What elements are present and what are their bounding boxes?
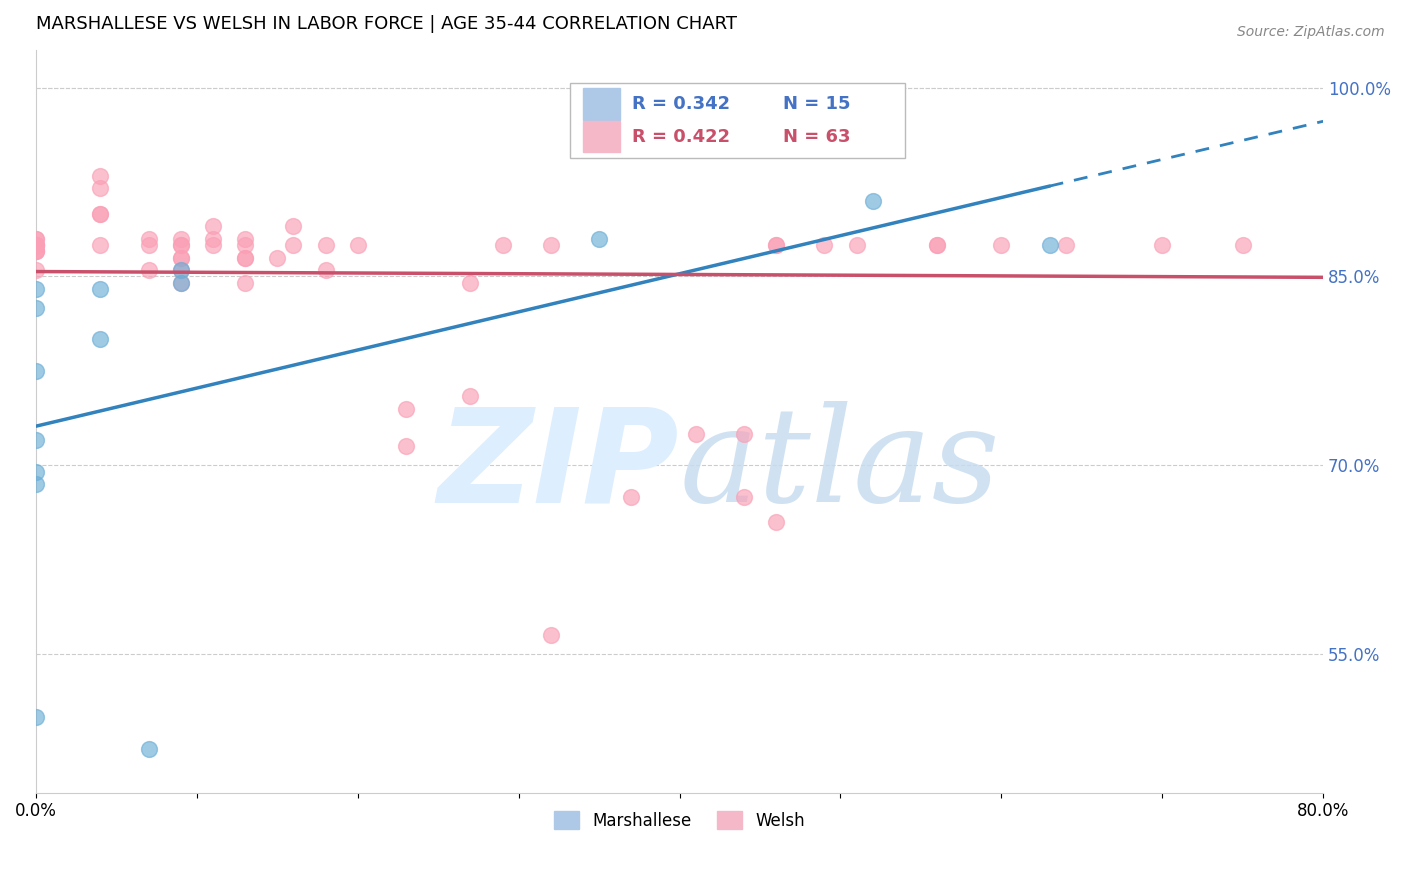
Point — [25, 465, 48, 479]
Point — [395, 439, 418, 453]
FancyBboxPatch shape — [569, 83, 905, 158]
Point — [990, 238, 1012, 252]
Point — [395, 401, 418, 416]
Point — [201, 238, 224, 252]
Point — [233, 232, 256, 246]
Text: N = 15: N = 15 — [783, 95, 851, 113]
Point — [460, 389, 482, 403]
Point — [89, 206, 111, 220]
Text: N = 63: N = 63 — [783, 128, 851, 145]
Point — [170, 276, 193, 290]
Point — [733, 490, 755, 504]
Point — [25, 282, 48, 296]
Point — [346, 238, 368, 252]
Text: R = 0.342: R = 0.342 — [631, 95, 730, 113]
Point — [89, 206, 111, 220]
Point — [233, 251, 256, 265]
Point — [1152, 238, 1174, 252]
Point — [89, 169, 111, 183]
Point — [266, 251, 288, 265]
Point — [25, 238, 48, 252]
Point — [201, 219, 224, 233]
Point — [925, 238, 948, 252]
Point — [25, 433, 48, 447]
Point — [233, 251, 256, 265]
Point — [233, 276, 256, 290]
Point — [491, 238, 513, 252]
Point — [283, 238, 305, 252]
Point — [845, 238, 868, 252]
Point — [588, 232, 610, 246]
Point — [25, 263, 48, 277]
Text: Source: ZipAtlas.com: Source: ZipAtlas.com — [1237, 25, 1385, 39]
Point — [1039, 238, 1062, 252]
Point — [25, 244, 48, 259]
Point — [25, 232, 48, 246]
Point — [925, 238, 948, 252]
Point — [765, 238, 787, 252]
Point — [283, 219, 305, 233]
Point — [1054, 238, 1077, 252]
Point — [620, 490, 643, 504]
Legend: Marshallese, Welsh: Marshallese, Welsh — [547, 805, 811, 837]
Point — [765, 238, 787, 252]
Point — [89, 333, 111, 347]
Point — [765, 515, 787, 529]
Point — [89, 282, 111, 296]
Point — [138, 263, 160, 277]
Point — [733, 426, 755, 441]
Point — [170, 251, 193, 265]
Text: atlas: atlas — [679, 401, 1000, 531]
Point — [138, 741, 160, 756]
Point — [138, 232, 160, 246]
FancyBboxPatch shape — [583, 88, 620, 120]
Point — [25, 238, 48, 252]
Text: ZIP: ZIP — [437, 402, 679, 529]
Point — [170, 276, 193, 290]
Point — [170, 251, 193, 265]
Point — [89, 238, 111, 252]
Point — [25, 232, 48, 246]
Point — [25, 238, 48, 252]
Point — [540, 628, 562, 642]
Point — [25, 364, 48, 378]
Point — [1232, 238, 1254, 252]
Text: MARSHALLESE VS WELSH IN LABOR FORCE | AGE 35-44 CORRELATION CHART: MARSHALLESE VS WELSH IN LABOR FORCE | AG… — [37, 15, 737, 33]
Point — [315, 238, 337, 252]
Point — [25, 710, 48, 724]
Point — [138, 238, 160, 252]
Point — [685, 426, 707, 441]
Point — [170, 263, 193, 277]
FancyBboxPatch shape — [583, 121, 620, 153]
Point — [170, 238, 193, 252]
Point — [540, 238, 562, 252]
Text: R = 0.422: R = 0.422 — [631, 128, 730, 145]
Point — [862, 194, 884, 208]
Point — [89, 181, 111, 195]
Point — [170, 263, 193, 277]
Point — [25, 244, 48, 259]
Point — [233, 238, 256, 252]
Point — [170, 232, 193, 246]
Point — [201, 232, 224, 246]
Point — [460, 276, 482, 290]
Point — [813, 238, 835, 252]
Point — [25, 301, 48, 315]
Point — [170, 238, 193, 252]
Point — [25, 477, 48, 491]
Point — [25, 238, 48, 252]
Point — [25, 244, 48, 259]
Point — [315, 263, 337, 277]
